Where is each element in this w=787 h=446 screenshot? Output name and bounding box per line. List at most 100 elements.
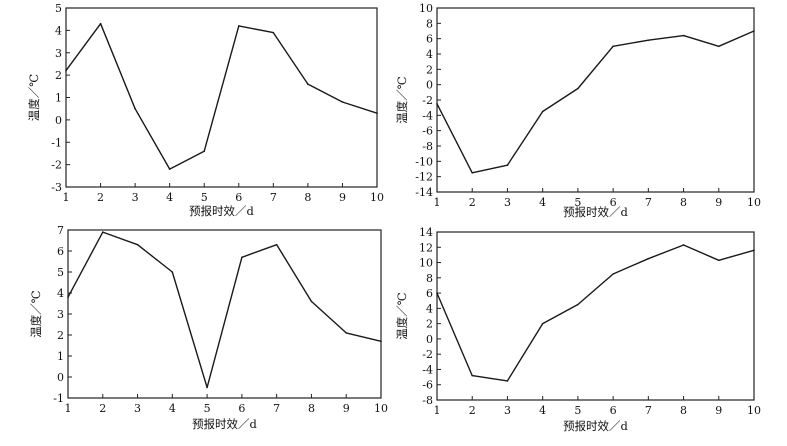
x-tick-label: 8: [680, 196, 687, 209]
y-tick-label: 10: [419, 257, 433, 270]
y-tick-label: -6: [422, 125, 433, 138]
x-tick-label: 4: [539, 196, 546, 209]
x-tick-label: 4: [169, 402, 176, 415]
y-axis-title: 温度／℃: [27, 74, 41, 121]
y-tick-label: -4: [422, 363, 433, 376]
y-tick-label: 0: [426, 79, 433, 92]
data-point: [65, 69, 67, 72]
data-point: [436, 292, 438, 294]
y-tick-label: 4: [426, 302, 433, 315]
y-tick-label: 3: [55, 47, 62, 60]
y-tick-label: 6: [57, 245, 64, 258]
x-tick-label: 3: [134, 402, 141, 415]
x-tick-label: 2: [469, 404, 476, 417]
data-point: [717, 45, 720, 48]
y-tick-label: -4: [422, 109, 433, 122]
x-tick-label: 5: [201, 191, 208, 204]
data-point: [101, 231, 104, 233]
x-tick-label: 10: [374, 402, 388, 415]
data-point: [577, 87, 579, 90]
data-point: [345, 332, 348, 334]
x-axis-title: 预报时效／d: [192, 417, 257, 431]
x-tick-label: 3: [504, 196, 511, 209]
y-tick-label: 5: [57, 266, 64, 279]
y-tick-label: 2: [426, 318, 433, 331]
data-point: [647, 39, 650, 41]
x-tick-label: 8: [304, 191, 311, 204]
x-tick-label: 8: [308, 402, 315, 415]
y-tick-label: 10: [419, 2, 433, 15]
y-tick-label: 0: [57, 371, 64, 384]
data-point: [436, 103, 438, 105]
y-tick-label: 2: [57, 329, 64, 342]
y-tick-label: 7: [57, 224, 64, 237]
x-tick-label: 10: [747, 196, 761, 209]
chart-panel-3: -1 0 1 2 3 4 5 6 7 1 2 3 4 5 6 7 8 9 10 预报时效／d 温度／℃: [29, 224, 388, 431]
x-tick-label: 6: [610, 404, 617, 417]
data-point: [541, 110, 544, 113]
x-tick-label: 1: [434, 196, 441, 209]
y-tick-label: -2: [51, 159, 62, 172]
y-tick-label: 6: [426, 33, 433, 46]
data-point: [67, 296, 69, 299]
x-tick-label: 1: [65, 402, 72, 415]
x-tick-label: 7: [645, 196, 652, 209]
x-tick-label: 6: [610, 196, 617, 209]
data-point: [134, 107, 136, 110]
data-point: [206, 386, 208, 389]
y-tick-label: 2: [426, 63, 433, 76]
x-tick-label: 8: [680, 404, 687, 417]
data-point: [310, 300, 313, 303]
y-tick-label: 4: [55, 24, 62, 37]
x-tick-label: 5: [574, 196, 581, 209]
data-point: [471, 172, 474, 174]
y-tick-label: 3: [57, 308, 64, 321]
data-point: [541, 322, 544, 325]
x-tick-label: 9: [339, 191, 346, 204]
y-tick-label: -14: [415, 186, 433, 199]
series-line-1: [436, 30, 755, 174]
data-point: [99, 22, 102, 25]
y-axis-title: 温度／℃: [29, 290, 43, 337]
data-point: [341, 101, 344, 103]
x-tick-label: 1: [434, 404, 441, 417]
plot-frame: [436, 7, 755, 193]
data-point: [275, 243, 278, 246]
y-tick-label: 1: [57, 350, 64, 363]
x-tick-label: 7: [270, 191, 277, 204]
x-tick-label: 2: [99, 402, 106, 415]
data-point: [237, 25, 240, 27]
chart-panel-1: -3 -2 -1 0 1 2 3 4 5 1 2 3 4 5 6 7 8 9 10 预报时效／d 温度／℃: [27, 2, 384, 218]
y-tick-label: -6: [422, 379, 433, 392]
x-tick-label: 4: [539, 404, 546, 417]
x-tick-label: 2: [469, 196, 476, 209]
y-tick-label: 4: [426, 48, 433, 61]
series-line-1: [65, 23, 378, 170]
x-tick-label: 5: [574, 404, 581, 417]
data-point: [753, 30, 755, 32]
y-tick-label: -12: [415, 171, 433, 184]
x-tick-label: 7: [645, 404, 652, 417]
x-axis-title: 预报时效／d: [189, 204, 254, 218]
x-tick-label: 9: [343, 402, 350, 415]
data-point: [717, 259, 720, 262]
y-tick-label: 8: [426, 17, 433, 30]
data-point: [203, 150, 206, 152]
y-tick-label: 0: [426, 333, 433, 346]
data-point: [577, 303, 579, 306]
y-tick-label: -8: [422, 394, 433, 407]
plot-frame: [65, 7, 378, 188]
data-point: [272, 31, 275, 34]
y-tick-label: -1: [51, 136, 62, 149]
y-tick-label: -3: [51, 181, 62, 194]
x-tick-label: 10: [747, 404, 761, 417]
x-tick-label: 2: [97, 191, 104, 204]
data-point: [307, 83, 309, 85]
series-line-1: [436, 244, 755, 382]
y-tick-label: 5: [55, 2, 62, 15]
y-tick-label: 8: [426, 272, 433, 285]
x-tick-label: 5: [204, 402, 211, 415]
